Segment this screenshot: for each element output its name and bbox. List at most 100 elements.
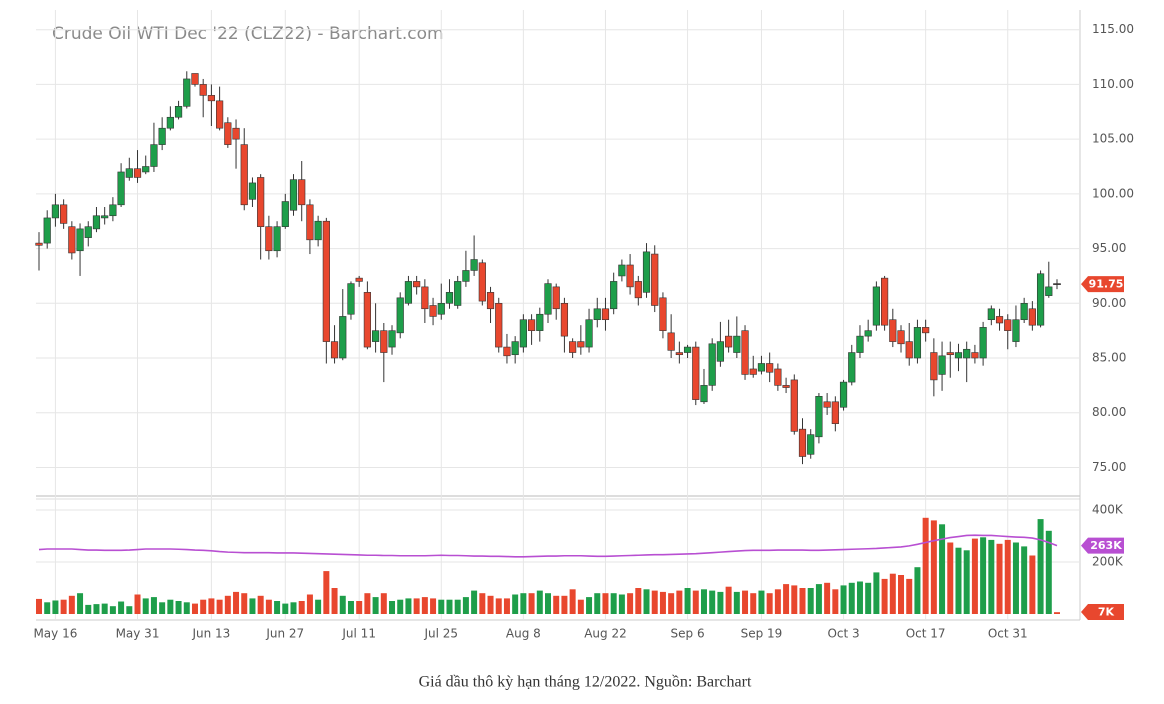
candle-body — [413, 281, 421, 288]
volume-bar — [955, 547, 962, 614]
volume-bar — [668, 593, 675, 614]
volume-bar — [1045, 530, 1052, 614]
volume-bar — [889, 573, 896, 614]
volume-bar — [963, 550, 970, 614]
candle-body — [716, 341, 725, 362]
volume-bar — [815, 584, 822, 614]
volume-bar — [462, 597, 469, 614]
volume-bar — [939, 524, 946, 614]
candle-body — [585, 319, 593, 348]
volume-bar — [783, 584, 790, 614]
volume-bar — [101, 603, 108, 614]
candle-body — [782, 385, 790, 388]
volume-bar — [520, 593, 527, 614]
volume-bar — [676, 590, 683, 614]
volume-bar — [848, 582, 855, 614]
candle-body — [971, 352, 979, 359]
candle-body — [527, 319, 536, 331]
candle-body — [125, 168, 133, 178]
candle-body — [396, 297, 404, 334]
volume-bar — [1021, 546, 1028, 614]
candle-body — [618, 264, 626, 277]
candle-body — [733, 335, 741, 353]
candle-body — [946, 352, 954, 356]
candle-body — [454, 281, 462, 306]
volume-bar — [553, 595, 560, 614]
candle-body — [987, 308, 995, 321]
volume-bar — [610, 593, 617, 614]
candle-body — [667, 332, 675, 351]
volume-bar — [545, 593, 551, 614]
candle-body — [240, 144, 248, 206]
volume-bar — [282, 603, 289, 614]
volume-bar — [643, 589, 650, 614]
candle-body — [593, 308, 601, 321]
candle-body — [232, 127, 240, 140]
volume-bar — [380, 593, 387, 614]
candle-body — [445, 292, 454, 304]
candle-body — [856, 335, 864, 353]
candle-body — [421, 286, 429, 310]
candle-body — [224, 122, 232, 145]
candle-body — [552, 286, 560, 310]
volume-bar — [536, 590, 543, 614]
candle-body — [216, 100, 224, 129]
volume-bar — [709, 590, 716, 614]
volume-bar — [1054, 612, 1060, 614]
candle-body — [306, 204, 314, 241]
candle-body — [478, 262, 486, 302]
volume-bar — [249, 598, 256, 614]
candle-body — [766, 363, 774, 373]
candle-body — [1036, 273, 1045, 326]
volume-bar — [692, 590, 699, 614]
candle-body — [1004, 319, 1012, 331]
x-tick-label: May 16 — [33, 627, 77, 641]
volume-bar — [85, 604, 92, 614]
candle-body — [199, 84, 207, 96]
volume-bar — [159, 602, 166, 614]
volume-bar — [561, 595, 568, 614]
volume-bar — [487, 595, 494, 614]
volume-bar — [44, 602, 51, 614]
x-tick-label: Jun 27 — [265, 627, 304, 641]
candle-body — [938, 355, 946, 375]
volume-bar — [306, 594, 313, 614]
candle-body — [462, 270, 470, 282]
volume-bar — [446, 599, 453, 614]
volume-bar — [421, 597, 428, 614]
volume-bar — [774, 589, 781, 614]
volume-bar — [364, 593, 371, 614]
candle-body — [922, 327, 930, 334]
volume-bar — [700, 589, 707, 614]
volume-bar — [725, 586, 732, 614]
candle-body — [322, 220, 330, 342]
candle-body — [815, 396, 823, 438]
candle-body — [503, 346, 511, 357]
x-tick-label: Sep 19 — [741, 627, 783, 641]
volume-bar — [873, 572, 880, 614]
volume-bar — [438, 599, 445, 614]
x-tick-label: Oct 17 — [906, 627, 946, 641]
candle-body — [823, 401, 831, 408]
candle-body — [798, 428, 807, 457]
volume-bar — [315, 599, 322, 614]
candle-body — [404, 281, 413, 304]
candle-body — [330, 341, 339, 359]
candle-body — [560, 302, 569, 337]
candle-body — [174, 106, 183, 118]
candle-body — [725, 335, 733, 348]
volume-bar — [265, 599, 272, 614]
volume-bar — [167, 599, 174, 614]
volume-bar — [290, 602, 297, 614]
candle-body — [289, 179, 298, 211]
volume-bar — [791, 585, 798, 614]
volume-bar — [766, 593, 773, 614]
candle-body — [807, 434, 815, 455]
volume-bar — [635, 588, 642, 614]
candle-body — [741, 330, 749, 375]
volume-bar — [405, 598, 412, 614]
candle-body — [979, 327, 987, 359]
y-tick-label: 115.00 — [1092, 22, 1134, 36]
candle-body — [1028, 308, 1036, 326]
candle-body — [749, 368, 757, 375]
